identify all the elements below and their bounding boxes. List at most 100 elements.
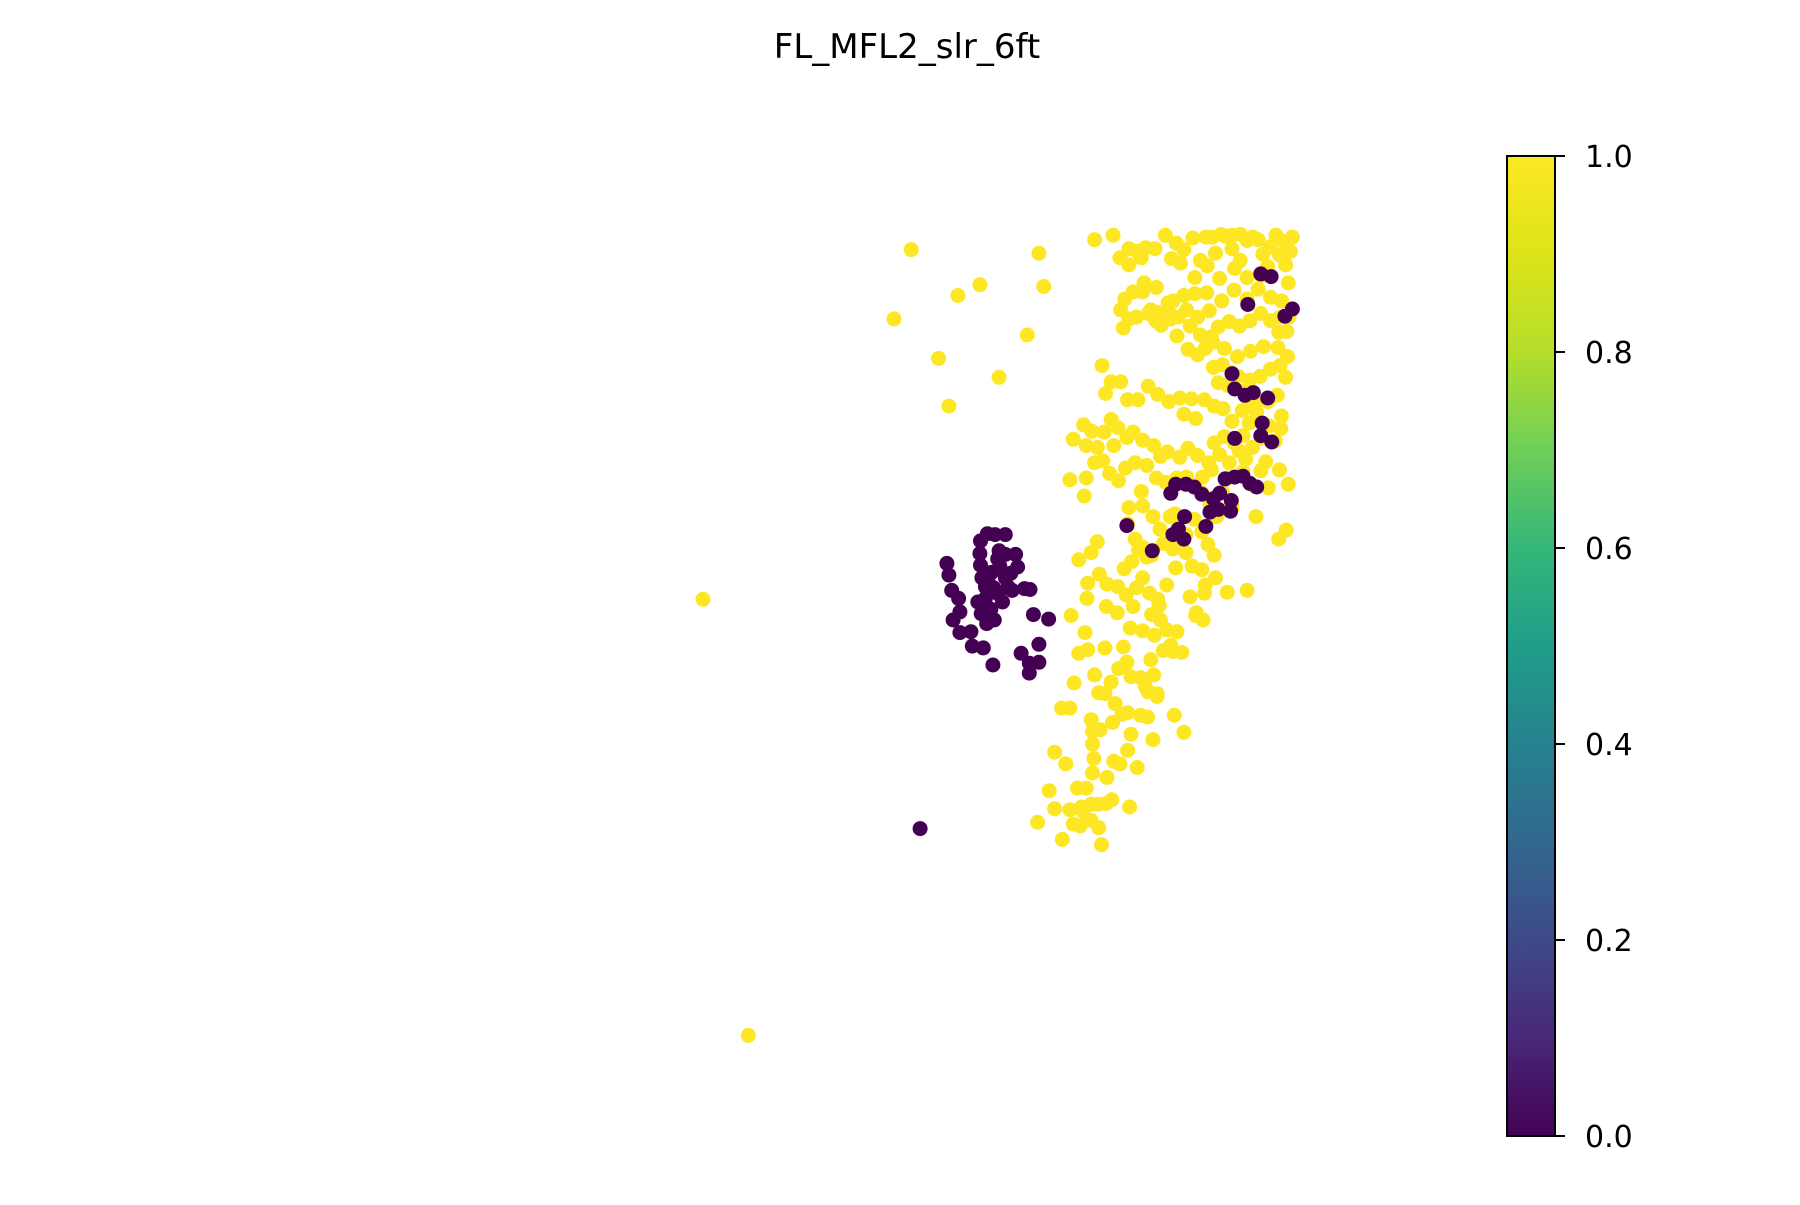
- scatter-point: [941, 398, 957, 414]
- scatter-point: [1254, 415, 1270, 431]
- scatter-point: [1145, 509, 1161, 525]
- scatter-point: [1188, 411, 1204, 427]
- scatter-point: [1248, 509, 1264, 525]
- scatter-point: [1223, 503, 1239, 519]
- scatter-point: [1182, 589, 1198, 605]
- scatter-point: [1264, 434, 1280, 450]
- scatter-point: [1098, 386, 1114, 401]
- scatter-point: [1227, 430, 1243, 446]
- scatter-point: [1096, 424, 1112, 440]
- scatter-point: [1062, 700, 1078, 716]
- scatter-point: [1278, 257, 1294, 273]
- scatter-point: [1098, 599, 1114, 614]
- scatter-point: [1077, 625, 1093, 641]
- scatter-point: [1169, 328, 1185, 344]
- scatter-point: [972, 277, 988, 293]
- scatter-point: [1147, 241, 1163, 257]
- scatter-point: [1146, 438, 1162, 454]
- scatter-point: [1221, 455, 1237, 471]
- scatter-point: [1166, 707, 1182, 723]
- scatter-point: [1125, 599, 1141, 614]
- scatter-point: [1085, 736, 1100, 752]
- scatter-point: [992, 558, 1008, 574]
- scatter-point: [1210, 375, 1226, 391]
- scatter-point: [1212, 270, 1228, 286]
- scatter-point: [1165, 644, 1181, 659]
- scatter-point: [1197, 585, 1212, 601]
- scatter-point: [1112, 756, 1128, 772]
- scatter-point: [1194, 486, 1210, 502]
- scatter-point: [1192, 327, 1208, 343]
- scatter-point: [1187, 286, 1203, 302]
- scatter-point: [931, 350, 947, 366]
- scatter-point: [1148, 279, 1164, 295]
- scatter-point: [1087, 667, 1103, 683]
- scatter-point: [1159, 577, 1175, 593]
- scatter-point: [1058, 756, 1074, 772]
- scatter-point: [1098, 795, 1114, 811]
- scatter-point: [1030, 814, 1046, 830]
- scatter-point: [1092, 722, 1108, 738]
- scatter-point: [1165, 527, 1181, 543]
- scatter-point: [1212, 485, 1228, 501]
- scatter-point: [973, 557, 988, 573]
- scatter-point: [987, 527, 1003, 543]
- scatter-point: [1176, 724, 1192, 740]
- scatter-point: [1075, 804, 1091, 819]
- scatter-point: [1157, 227, 1173, 243]
- scatter-point: [1284, 229, 1300, 245]
- scatter-point: [1194, 562, 1210, 578]
- scatter-point: [1260, 390, 1276, 406]
- scatter-point: [1124, 554, 1140, 570]
- scatter-point: [1278, 369, 1294, 385]
- scatter-point: [941, 567, 957, 583]
- scatter-point: [1146, 627, 1162, 643]
- scatter-point: [1214, 293, 1230, 309]
- scatter-point: [1280, 275, 1296, 291]
- scatter-point: [1120, 742, 1136, 758]
- scatter-point: [1004, 582, 1020, 598]
- scatter-point: [1019, 327, 1035, 343]
- scatter-point: [983, 601, 999, 617]
- scatter-point: [963, 624, 979, 640]
- scatter-point: [1245, 385, 1261, 401]
- scatter-point: [1010, 559, 1026, 575]
- scatter-point: [1111, 661, 1127, 677]
- scatter-point: [1091, 820, 1107, 836]
- scatter-point: [1119, 518, 1135, 534]
- scatter-point: [1041, 611, 1057, 627]
- scatter-point: [1041, 783, 1057, 799]
- scatter-point: [1176, 406, 1192, 422]
- scatter-point: [1232, 252, 1248, 268]
- scatter-point: [1135, 284, 1151, 300]
- scatter-point: [1066, 675, 1082, 691]
- scatter-point: [1245, 439, 1261, 455]
- colorbar-tick-label: 0.2: [1585, 924, 1633, 959]
- scatter-point: [1201, 303, 1217, 319]
- scatter-point: [1133, 484, 1149, 499]
- scatter-point: [1139, 457, 1155, 473]
- scatter-point: [1208, 570, 1223, 586]
- scatter-point: [1127, 455, 1143, 471]
- colorbar-tick-label: 0.0: [1585, 1120, 1633, 1155]
- scatter-point: [903, 242, 919, 258]
- scatter-point: [1226, 282, 1242, 298]
- scatter-point: [1253, 428, 1269, 444]
- colorbar-tick-label: 0.4: [1585, 728, 1633, 763]
- colorbar-gradient: [1506, 155, 1556, 1137]
- scatter-point: [1089, 439, 1105, 455]
- scatter-point: [1224, 241, 1240, 257]
- scatter-point: [950, 288, 966, 303]
- scatter-point: [1013, 645, 1029, 661]
- scatter-point: [1271, 462, 1287, 478]
- scatter-point: [1031, 636, 1047, 652]
- scatter-point: [1198, 519, 1214, 534]
- scatter-point: [1095, 453, 1111, 469]
- colorbar-tick-label: 1.0: [1585, 140, 1633, 175]
- scatter-point: [1165, 293, 1181, 309]
- scatter-point: [1206, 547, 1222, 563]
- scatter-point: [695, 591, 711, 607]
- scatter-point: [1194, 469, 1210, 485]
- scatter-point: [1282, 243, 1298, 259]
